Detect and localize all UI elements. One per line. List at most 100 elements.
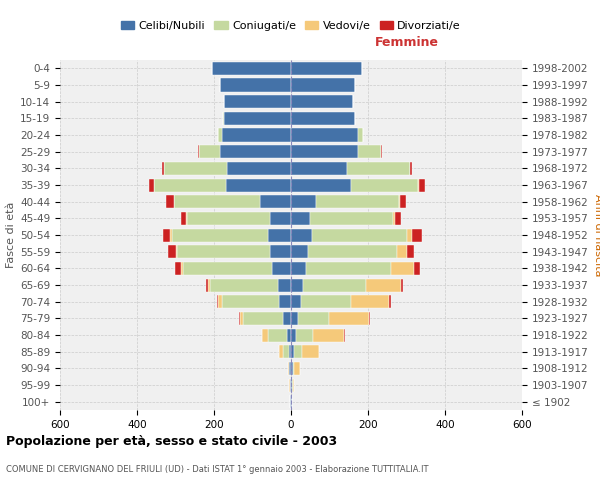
Bar	[208, 278, 210, 291]
Bar	[186, 212, 187, 225]
Bar	[307, 262, 391, 275]
Bar	[400, 195, 406, 208]
Bar	[278, 278, 291, 291]
Bar	[212, 62, 291, 75]
Bar	[222, 128, 291, 141]
Bar	[316, 195, 399, 208]
Y-axis label: Fasce di età: Fasce di età	[6, 202, 16, 268]
Bar	[296, 328, 313, 342]
Bar	[220, 78, 291, 92]
Bar	[218, 128, 222, 141]
Bar	[262, 328, 268, 342]
Bar	[291, 95, 353, 108]
Bar	[220, 145, 291, 158]
Bar	[289, 362, 291, 375]
Bar	[419, 178, 425, 192]
Y-axis label: Anni di nascita: Anni di nascita	[593, 194, 600, 276]
Bar	[218, 295, 222, 308]
Bar	[347, 162, 410, 175]
Bar	[291, 345, 294, 358]
Bar	[291, 328, 296, 342]
Bar	[173, 195, 260, 208]
Bar	[163, 228, 170, 241]
Bar	[162, 162, 164, 175]
Bar	[397, 245, 407, 258]
Text: Popolazione per età, sesso e stato civile - 2003: Popolazione per età, sesso e stato civil…	[6, 435, 337, 448]
Bar	[164, 162, 227, 175]
Bar	[412, 228, 422, 241]
Bar	[240, 312, 243, 325]
Bar	[291, 78, 355, 92]
Bar	[270, 212, 291, 225]
Bar	[291, 128, 358, 141]
Bar	[206, 278, 208, 291]
Text: Femmine: Femmine	[374, 36, 439, 50]
Bar	[294, 362, 300, 375]
Bar	[350, 178, 418, 192]
Bar	[172, 228, 268, 241]
Bar	[222, 295, 280, 308]
Bar	[291, 245, 308, 258]
Bar	[178, 245, 270, 258]
Bar	[291, 62, 362, 75]
Bar	[358, 128, 363, 141]
Bar	[410, 162, 412, 175]
Bar	[369, 312, 370, 325]
Bar	[270, 245, 291, 258]
Bar	[329, 312, 369, 325]
Bar	[223, 112, 224, 125]
Bar	[183, 262, 272, 275]
Bar	[291, 228, 312, 241]
Bar	[198, 145, 199, 158]
Bar	[291, 212, 310, 225]
Bar	[401, 278, 403, 291]
Bar	[181, 212, 186, 225]
Bar	[291, 312, 298, 325]
Bar	[291, 162, 347, 175]
Bar	[291, 178, 350, 192]
Bar	[224, 112, 291, 125]
Bar	[310, 212, 393, 225]
Bar	[291, 195, 316, 208]
Bar	[268, 328, 287, 342]
Bar	[358, 145, 382, 158]
Bar	[210, 278, 278, 291]
Bar	[280, 345, 283, 358]
Bar	[291, 262, 307, 275]
Bar	[291, 145, 358, 158]
Bar	[407, 228, 412, 241]
Bar	[290, 378, 291, 392]
Bar	[268, 228, 291, 241]
Bar	[280, 295, 291, 308]
Bar	[170, 228, 172, 241]
Bar	[199, 145, 220, 158]
Bar	[227, 162, 291, 175]
Bar	[260, 195, 291, 208]
Bar	[414, 262, 420, 275]
Bar	[312, 228, 407, 241]
Bar	[302, 278, 366, 291]
Bar	[313, 328, 344, 342]
Bar	[407, 245, 414, 258]
Bar	[391, 262, 414, 275]
Bar	[293, 362, 294, 375]
Bar	[181, 262, 183, 275]
Bar	[283, 345, 289, 358]
Bar	[389, 295, 391, 308]
Bar	[239, 312, 240, 325]
Bar	[149, 178, 154, 192]
Bar	[166, 195, 173, 208]
Bar	[283, 312, 291, 325]
Bar	[224, 95, 291, 108]
Bar	[350, 295, 389, 308]
Bar	[287, 362, 289, 375]
Bar	[395, 212, 401, 225]
Bar	[291, 362, 293, 375]
Bar	[291, 378, 292, 392]
Bar	[287, 328, 291, 342]
Bar	[302, 345, 319, 358]
Bar	[366, 278, 401, 291]
Bar	[298, 312, 329, 325]
Bar	[418, 178, 419, 192]
Bar	[294, 345, 302, 358]
